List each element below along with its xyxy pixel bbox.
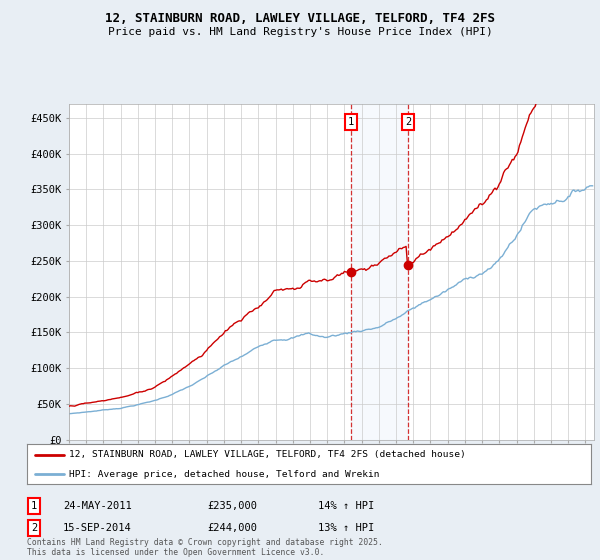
Text: 2: 2 <box>31 523 37 533</box>
Text: 1: 1 <box>31 501 37 511</box>
Text: HPI: Average price, detached house, Telford and Wrekin: HPI: Average price, detached house, Telf… <box>70 470 380 479</box>
Text: 2: 2 <box>405 117 411 127</box>
Text: 15-SEP-2014: 15-SEP-2014 <box>63 523 132 533</box>
Text: 24-MAY-2011: 24-MAY-2011 <box>63 501 132 511</box>
Text: 12, STAINBURN ROAD, LAWLEY VILLAGE, TELFORD, TF4 2FS: 12, STAINBURN ROAD, LAWLEY VILLAGE, TELF… <box>105 12 495 25</box>
Text: Price paid vs. HM Land Registry's House Price Index (HPI): Price paid vs. HM Land Registry's House … <box>107 27 493 37</box>
Text: 14% ↑ HPI: 14% ↑ HPI <box>318 501 374 511</box>
Text: 1: 1 <box>347 117 354 127</box>
Text: £244,000: £244,000 <box>207 523 257 533</box>
Text: Contains HM Land Registry data © Crown copyright and database right 2025.
This d: Contains HM Land Registry data © Crown c… <box>27 538 383 557</box>
Text: 12, STAINBURN ROAD, LAWLEY VILLAGE, TELFORD, TF4 2FS (detached house): 12, STAINBURN ROAD, LAWLEY VILLAGE, TELF… <box>70 450 466 459</box>
Text: £235,000: £235,000 <box>207 501 257 511</box>
Text: 13% ↑ HPI: 13% ↑ HPI <box>318 523 374 533</box>
Bar <box>351 104 408 440</box>
